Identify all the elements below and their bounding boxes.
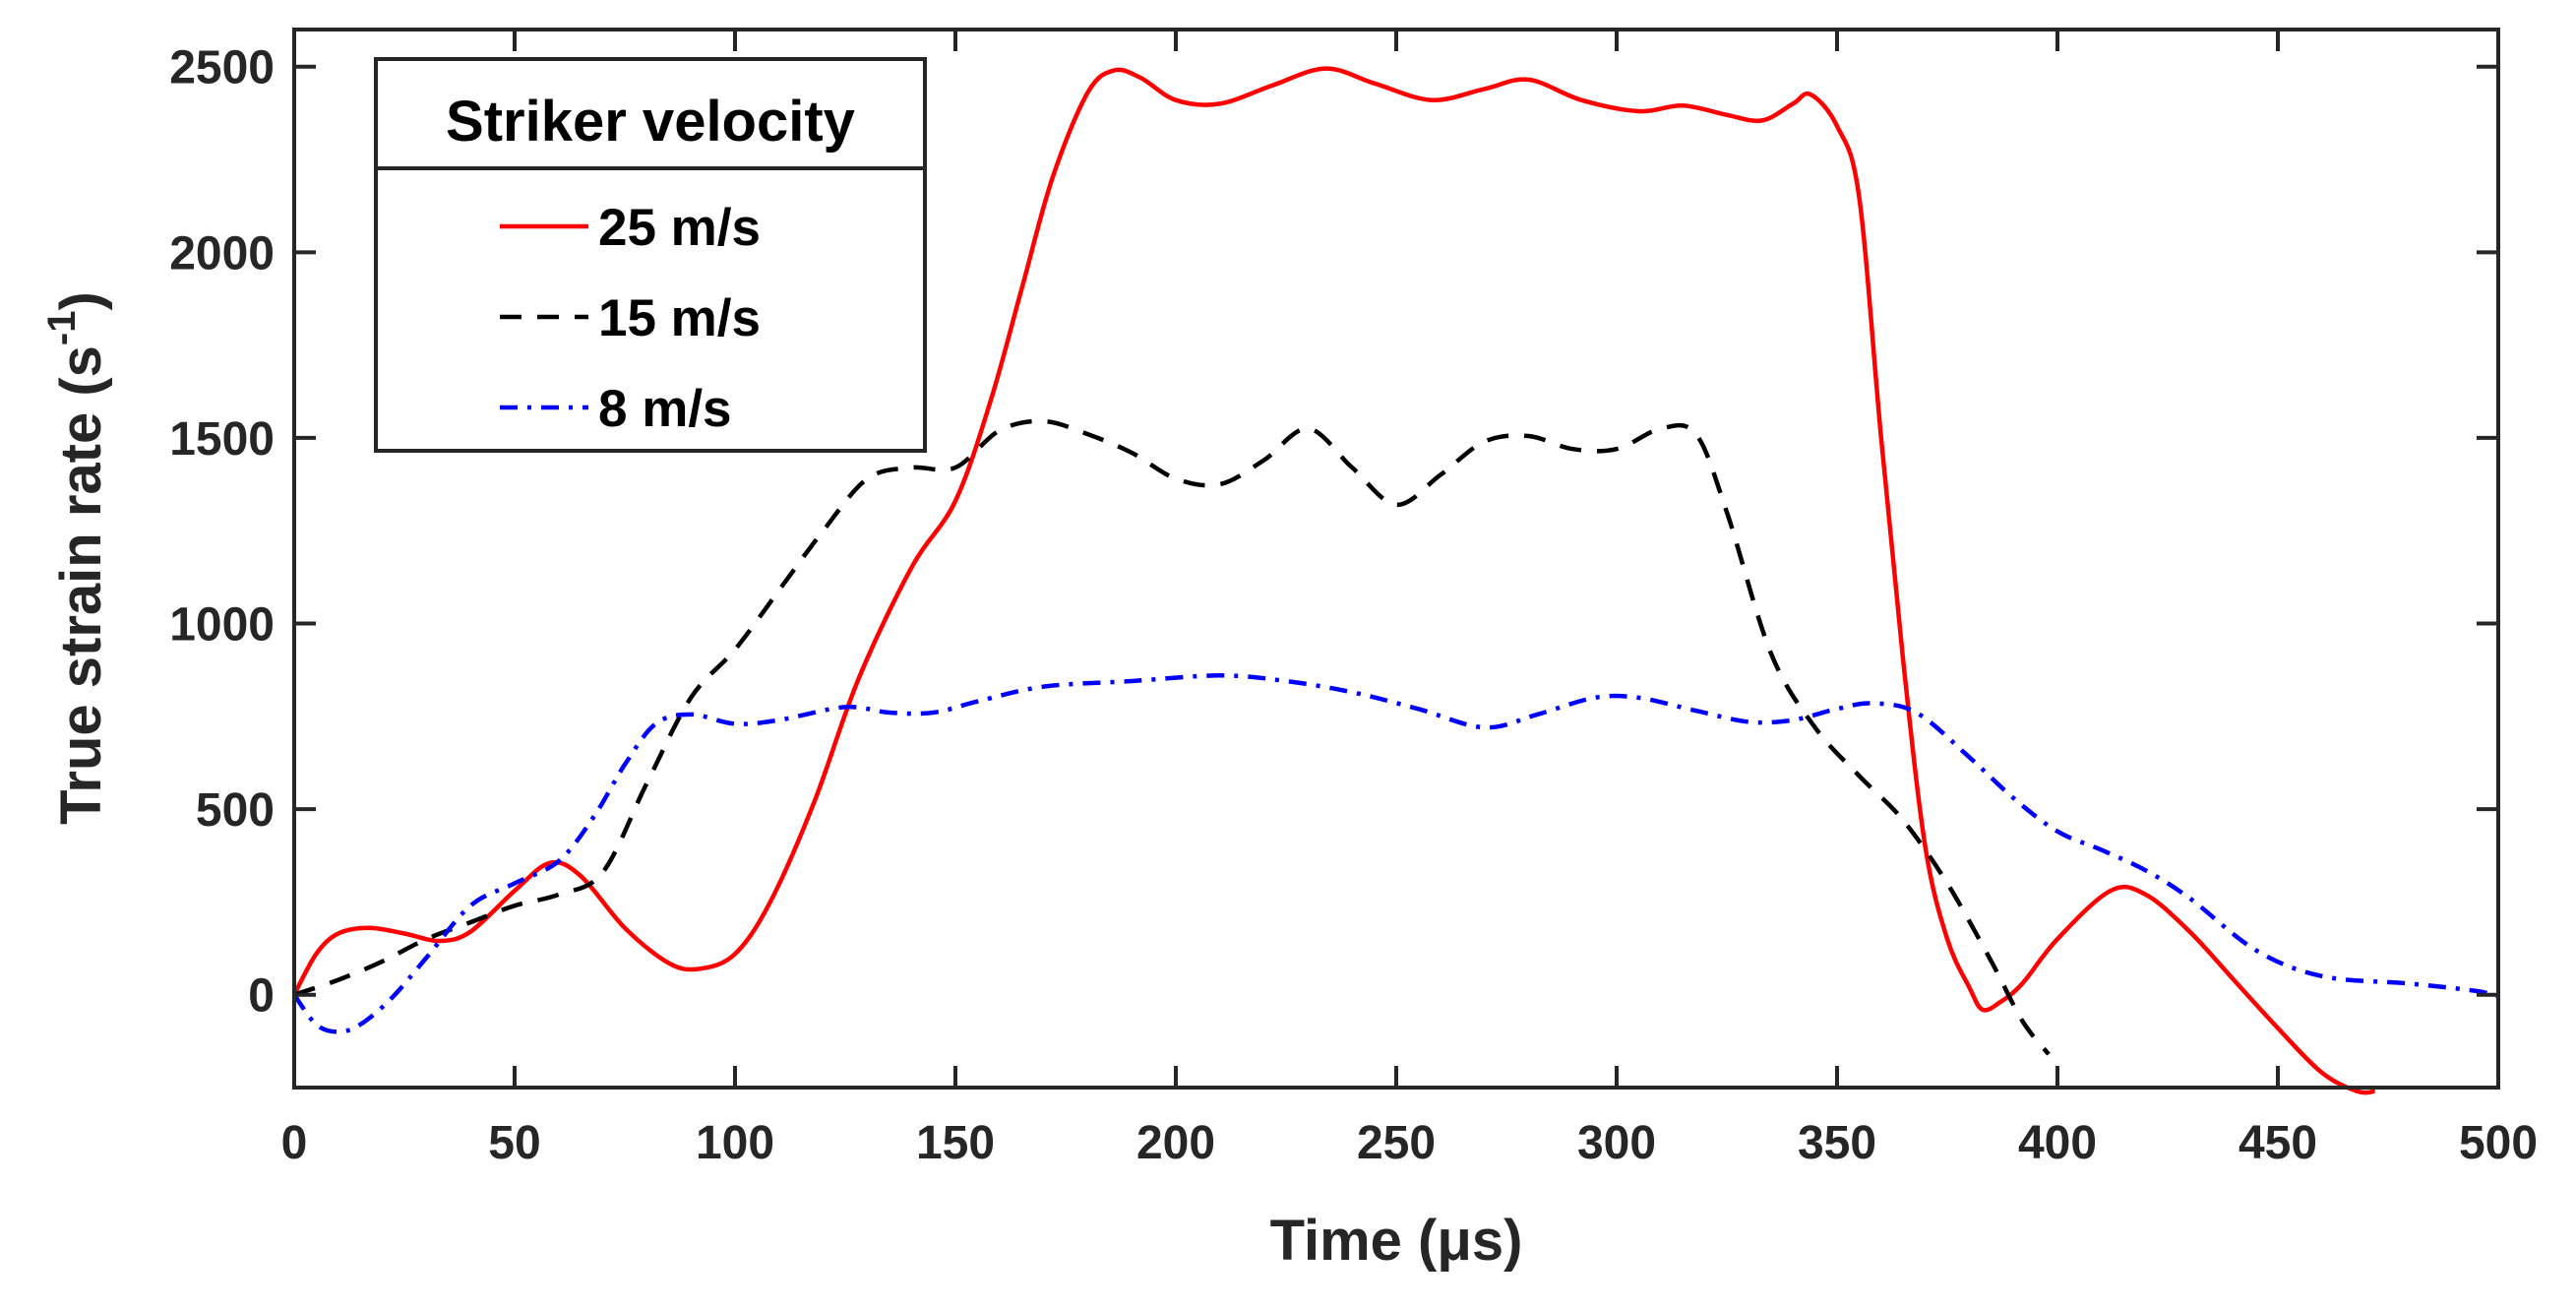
series-layer (292, 66, 2499, 1095)
svg-text:True strain rate (s-1): True strain rate (s-1) (40, 291, 113, 825)
legend: Striker velocity 25 m/s 15 m/s 8 m/s (374, 57, 927, 453)
y-tick-label: 500 (196, 784, 275, 837)
x-tick-label: 300 (1577, 1117, 1656, 1169)
y-tick-label: 2000 (169, 227, 275, 280)
ticks-layer: 0 50 100 150 200 250 300 350 400 450 500 0 500 1000 15… (169, 30, 2538, 1169)
legend-label: 15 m/s (598, 289, 761, 347)
y-tick-label: 0 (248, 970, 275, 1023)
legend-label: 25 m/s (598, 199, 761, 257)
y-tick-label: 2500 (169, 42, 275, 94)
legend-label: 8 m/s (598, 380, 732, 438)
x-tick-label: 400 (2018, 1117, 2097, 1169)
x-tick-label: 0 (281, 1117, 308, 1169)
x-tick-label: 150 (916, 1117, 995, 1169)
series-line-8-m-s (292, 673, 2499, 1034)
x-axis-title: Time (μs) (1270, 1209, 1523, 1273)
x-tick-label: 500 (2459, 1117, 2538, 1169)
legend-title: Striker velocity (446, 90, 855, 154)
legend-box (374, 57, 927, 453)
series-line-15-m-s (293, 418, 2051, 1056)
x-tick-label: 250 (1357, 1117, 1436, 1169)
legend-items: 25 m/s 15 m/s 8 m/s (500, 199, 761, 438)
x-tick-label: 100 (696, 1117, 774, 1169)
y-axis-title: True strain rate (s-1) (40, 291, 113, 825)
x-tick-label: 50 (488, 1117, 540, 1169)
y-axis-title-close: ) (49, 291, 113, 310)
y-tick-label: 1000 (169, 599, 275, 652)
x-tick-label: 200 (1136, 1117, 1215, 1169)
x-tick-label: 450 (2239, 1117, 2317, 1169)
x-tick-label: 350 (1798, 1117, 1876, 1169)
y-tick-label: 1500 (169, 413, 275, 466)
series-line-25-m-s (292, 66, 2375, 1095)
y-axis-title-main: True strain rate (s (49, 345, 113, 825)
y-axis-title-exponent: -1 (40, 311, 84, 346)
